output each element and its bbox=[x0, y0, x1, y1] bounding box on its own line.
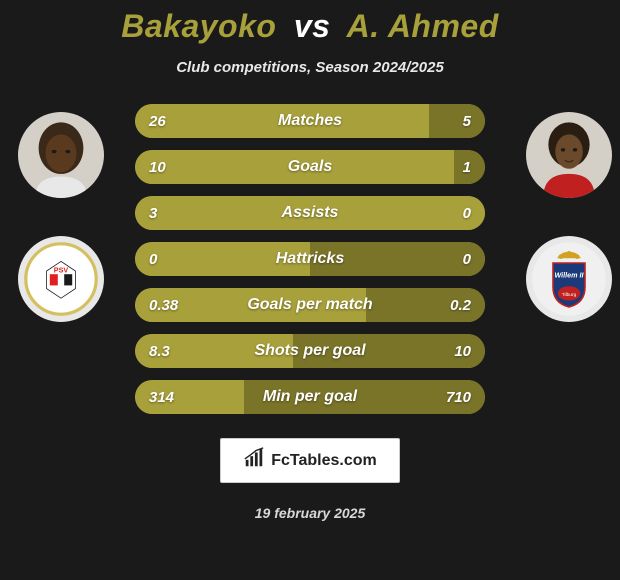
svg-text:PSV: PSV bbox=[54, 266, 69, 275]
player2-avatar bbox=[526, 112, 612, 198]
comparison-title: Bakayoko vs A. Ahmed bbox=[0, 8, 620, 45]
stat-bar: 10Goals1 bbox=[135, 150, 485, 184]
stat-value-right: 1 bbox=[425, 159, 485, 176]
stat-value-right: 5 bbox=[425, 113, 485, 130]
chart-icon bbox=[243, 447, 265, 474]
stat-value-left: 0.38 bbox=[135, 297, 195, 314]
stat-bar: 314Min per goal710 bbox=[135, 380, 485, 414]
subtitle: Club competitions, Season 2024/2025 bbox=[0, 59, 620, 76]
svg-text:Tilburg: Tilburg bbox=[562, 292, 577, 298]
branding-text: FcTables.com bbox=[271, 452, 377, 470]
stat-label: Goals bbox=[195, 158, 425, 176]
stat-value-left: 0 bbox=[135, 251, 195, 268]
stat-label: Goals per match bbox=[195, 296, 425, 314]
stat-value-right: 0.2 bbox=[425, 297, 485, 314]
stat-bar: 3Assists0 bbox=[135, 196, 485, 230]
stat-label: Shots per goal bbox=[195, 342, 425, 360]
stat-bar: 26Matches5 bbox=[135, 104, 485, 138]
stat-value-right: 10 bbox=[425, 343, 485, 360]
player1-name: Bakayoko bbox=[121, 8, 276, 44]
stat-value-right: 710 bbox=[425, 389, 485, 406]
stat-value-left: 26 bbox=[135, 113, 195, 130]
stat-value-left: 8.3 bbox=[135, 343, 195, 360]
stat-value-left: 3 bbox=[135, 205, 195, 222]
stat-label: Min per goal bbox=[195, 388, 425, 406]
stat-bars-container: 26Matches510Goals13Assists00Hattricks00.… bbox=[135, 104, 485, 414]
stat-bar: 0Hattricks0 bbox=[135, 242, 485, 276]
player1-club-badge: PSV bbox=[18, 236, 104, 322]
stat-value-right: 0 bbox=[425, 205, 485, 222]
vs-text: vs bbox=[294, 8, 331, 44]
player2-name: A. Ahmed bbox=[347, 8, 499, 44]
stat-label: Hattricks bbox=[195, 250, 425, 268]
player1-avatar bbox=[18, 112, 104, 198]
stat-label: Assists bbox=[195, 204, 425, 222]
stat-value-left: 314 bbox=[135, 389, 195, 406]
stat-bar: 8.3Shots per goal10 bbox=[135, 334, 485, 368]
stat-label: Matches bbox=[195, 112, 425, 130]
branding-box: FcTables.com bbox=[220, 438, 400, 483]
svg-text:Willem II: Willem II bbox=[554, 270, 584, 279]
stat-bar: 0.38Goals per match0.2 bbox=[135, 288, 485, 322]
date-text: 19 february 2025 bbox=[0, 505, 620, 521]
stat-value-right: 0 bbox=[425, 251, 485, 268]
player2-club-badge: Willem II Tilburg bbox=[526, 236, 612, 322]
stat-value-left: 10 bbox=[135, 159, 195, 176]
